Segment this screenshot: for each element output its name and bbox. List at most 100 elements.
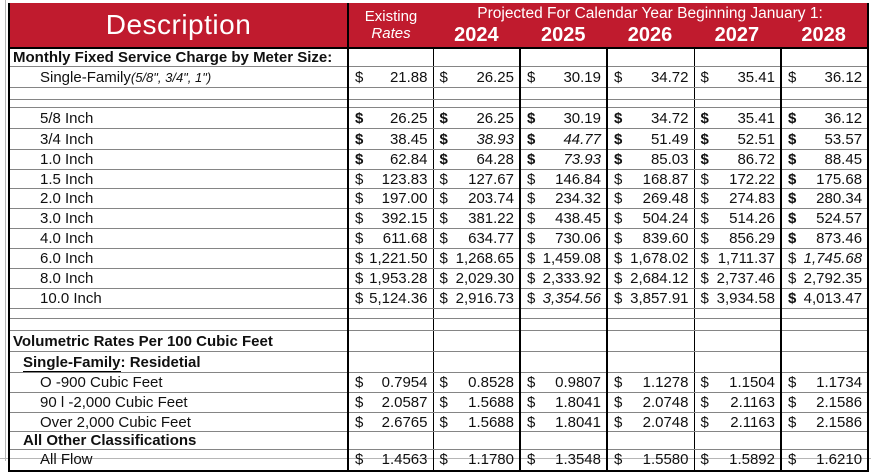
dollar-sign: $ (700, 270, 709, 287)
dollar-sign: $ (700, 250, 709, 267)
amount-value: 86.72 (737, 151, 775, 168)
cell-2026-10-0-inch: $3,857.91 (607, 288, 695, 309)
dollar-sign: $ (439, 210, 448, 227)
cell-2024-3-0-inch: $381.22 (433, 208, 521, 229)
cell-2026-empty-row (607, 87, 695, 100)
amount-value: 381.22 (468, 210, 514, 227)
amount-value: 53.57 (824, 130, 863, 148)
amount-value: 197.00 (381, 190, 428, 207)
row-label: 8.0 Inch (9, 268, 349, 289)
description-column-header: Description (9, 3, 349, 49)
amount-value: 269.48 (642, 190, 689, 207)
dollar-sign: $ (614, 230, 623, 247)
cell-2025-single-family: $30.19 (520, 66, 608, 88)
amount-value: 0.7954 (381, 374, 428, 391)
amount-value: 38.93 (476, 130, 514, 148)
cell-existing-1-0-inch: $62.84 (348, 149, 434, 170)
cell-2024-2-0-inch: $203.74 (433, 188, 521, 209)
cell-2025-3-4-inch: $44.77 (520, 128, 608, 150)
cell-2025-6-0-inch: $1,459.08 (520, 248, 608, 269)
row-10-0-inch: 10.0 Inch $5,124.36 $2,916.73 $3,354.56 $3,8… (9, 288, 869, 309)
amount-value: 2,684.12 (630, 270, 689, 287)
amount-value: 34.72 (650, 68, 689, 86)
cell-2027-1-5-inch: $172.22 (694, 169, 782, 189)
dollar-sign: $ (527, 290, 536, 307)
amount-value: 36.12 (824, 68, 863, 86)
amount-value: 1.8041 (555, 413, 601, 431)
dollar-sign: $ (700, 413, 709, 431)
dollar-sign: $ (788, 151, 797, 168)
dollar-sign: $ (788, 170, 797, 188)
amount-value: 274.83 (729, 190, 775, 207)
cell-2024-empty-row (433, 87, 521, 100)
cell-2024-10-0-inch: $2,916.73 (433, 288, 521, 309)
rates-label: Rates (371, 25, 411, 42)
dollar-sign: $ (700, 230, 709, 247)
dollar-sign: $ (355, 270, 364, 287)
row-label: Single-Family: Residetial (9, 351, 349, 373)
dollar-sign: $ (439, 68, 448, 86)
row-1-0-inch: 1.0 Inch $62.84 $64.28 $73.93 $85.03 $86.72 $8… (9, 149, 869, 170)
cell-2027-single-family-residetial (694, 351, 782, 373)
cell-2028-2-0-inch: $280.34 (781, 188, 869, 209)
year-header-2027: 2027 (714, 24, 760, 46)
dollar-sign: $ (355, 170, 364, 188)
row-label: 4.0 Inch (9, 228, 349, 249)
cell-2025-empty-row (520, 87, 608, 100)
cell-2028-1-5-inch: $175.68 (781, 169, 869, 189)
dollar-sign: $ (355, 374, 364, 391)
dollar-sign: $ (439, 170, 448, 188)
row-label: Over 2,000 Cubic Feet (9, 412, 349, 432)
amount-value: 2,029.30 (455, 270, 514, 287)
row-label: All Flow (9, 449, 349, 471)
cell-2028-5-8-inch: $36.12 (781, 107, 869, 129)
dollar-sign: $ (355, 290, 364, 307)
amount-value: 62.84 (389, 151, 428, 168)
amount-value: 35.41 (737, 109, 775, 127)
year-headers: 2024 2025 2026 2027 2028 (433, 24, 867, 47)
amount-value: 1,745.68 (803, 250, 863, 267)
dollar-sign: $ (527, 151, 536, 168)
cell-existing-90-l-2-000-cubic-feet: $2.0587 (348, 392, 434, 413)
cell-2027-3-0-inch: $514.26 (694, 208, 782, 229)
cell-2025-o-900-cubic-feet: $0.9807 (520, 372, 608, 393)
cell-2028-empty-row (781, 87, 869, 100)
row-label (9, 87, 349, 100)
cell-2026-monthly-fixed-service-charge-by-meter-size (607, 48, 695, 67)
cell-2025-over-2-000-cubic-feet: $1.8041 (520, 412, 608, 432)
dollar-sign: $ (439, 250, 448, 267)
row-label (9, 308, 349, 319)
existing-label: Existing (364, 8, 418, 25)
amount-value: 1,221.50 (369, 250, 428, 267)
amount-value: 2.1586 (816, 394, 863, 411)
cell-2028-empty-row (781, 99, 869, 108)
dollar-sign: $ (700, 374, 709, 391)
dollar-sign: $ (439, 151, 448, 168)
cell-2024-1-0-inch: $64.28 (433, 149, 521, 170)
row-6-0-inch: 6.0 Inch $1,221.50 $1,268.65 $1,459.08 $1,67… (9, 248, 869, 269)
cell-existing-single-family: $21.88 (348, 66, 434, 88)
dollar-sign: $ (439, 290, 448, 307)
underlined-label-part: Single-Family (23, 353, 121, 372)
cell-existing-empty-row (348, 308, 434, 319)
row-label: O -900 Cubic Feet (9, 372, 349, 393)
rate-schedule-table: Description Existing Rates Projected For… (8, 3, 870, 472)
cell-2025-8-0-inch: $2,333.92 (520, 268, 608, 289)
dollar-sign: $ (700, 394, 709, 411)
row-90-l-2-000-cubic-feet: 90 l -2,000 Cubic Feet $2.0587 $1.5688 $1.8… (9, 392, 869, 413)
dollar-sign: $ (439, 270, 448, 287)
row-label: 6.0 Inch (9, 248, 349, 269)
cell-2026-all-other-classifications (607, 431, 695, 450)
cell-existing-all-flow: $1.4563 (348, 449, 434, 471)
dollar-sign: $ (614, 394, 623, 411)
amount-value: 52.51 (737, 130, 775, 148)
dollar-sign: $ (527, 190, 536, 207)
dollar-sign: $ (700, 451, 709, 469)
dollar-sign: $ (700, 290, 709, 307)
cell-2024-monthly-fixed-service-charge-by-meter-size (433, 48, 521, 67)
dollar-sign: $ (700, 68, 709, 86)
amount-value: 0.9807 (555, 374, 601, 391)
amount-value: 38.45 (389, 130, 428, 148)
row-label: 90 l -2,000 Cubic Feet (9, 392, 349, 413)
cell-2025-empty-row (520, 99, 608, 108)
